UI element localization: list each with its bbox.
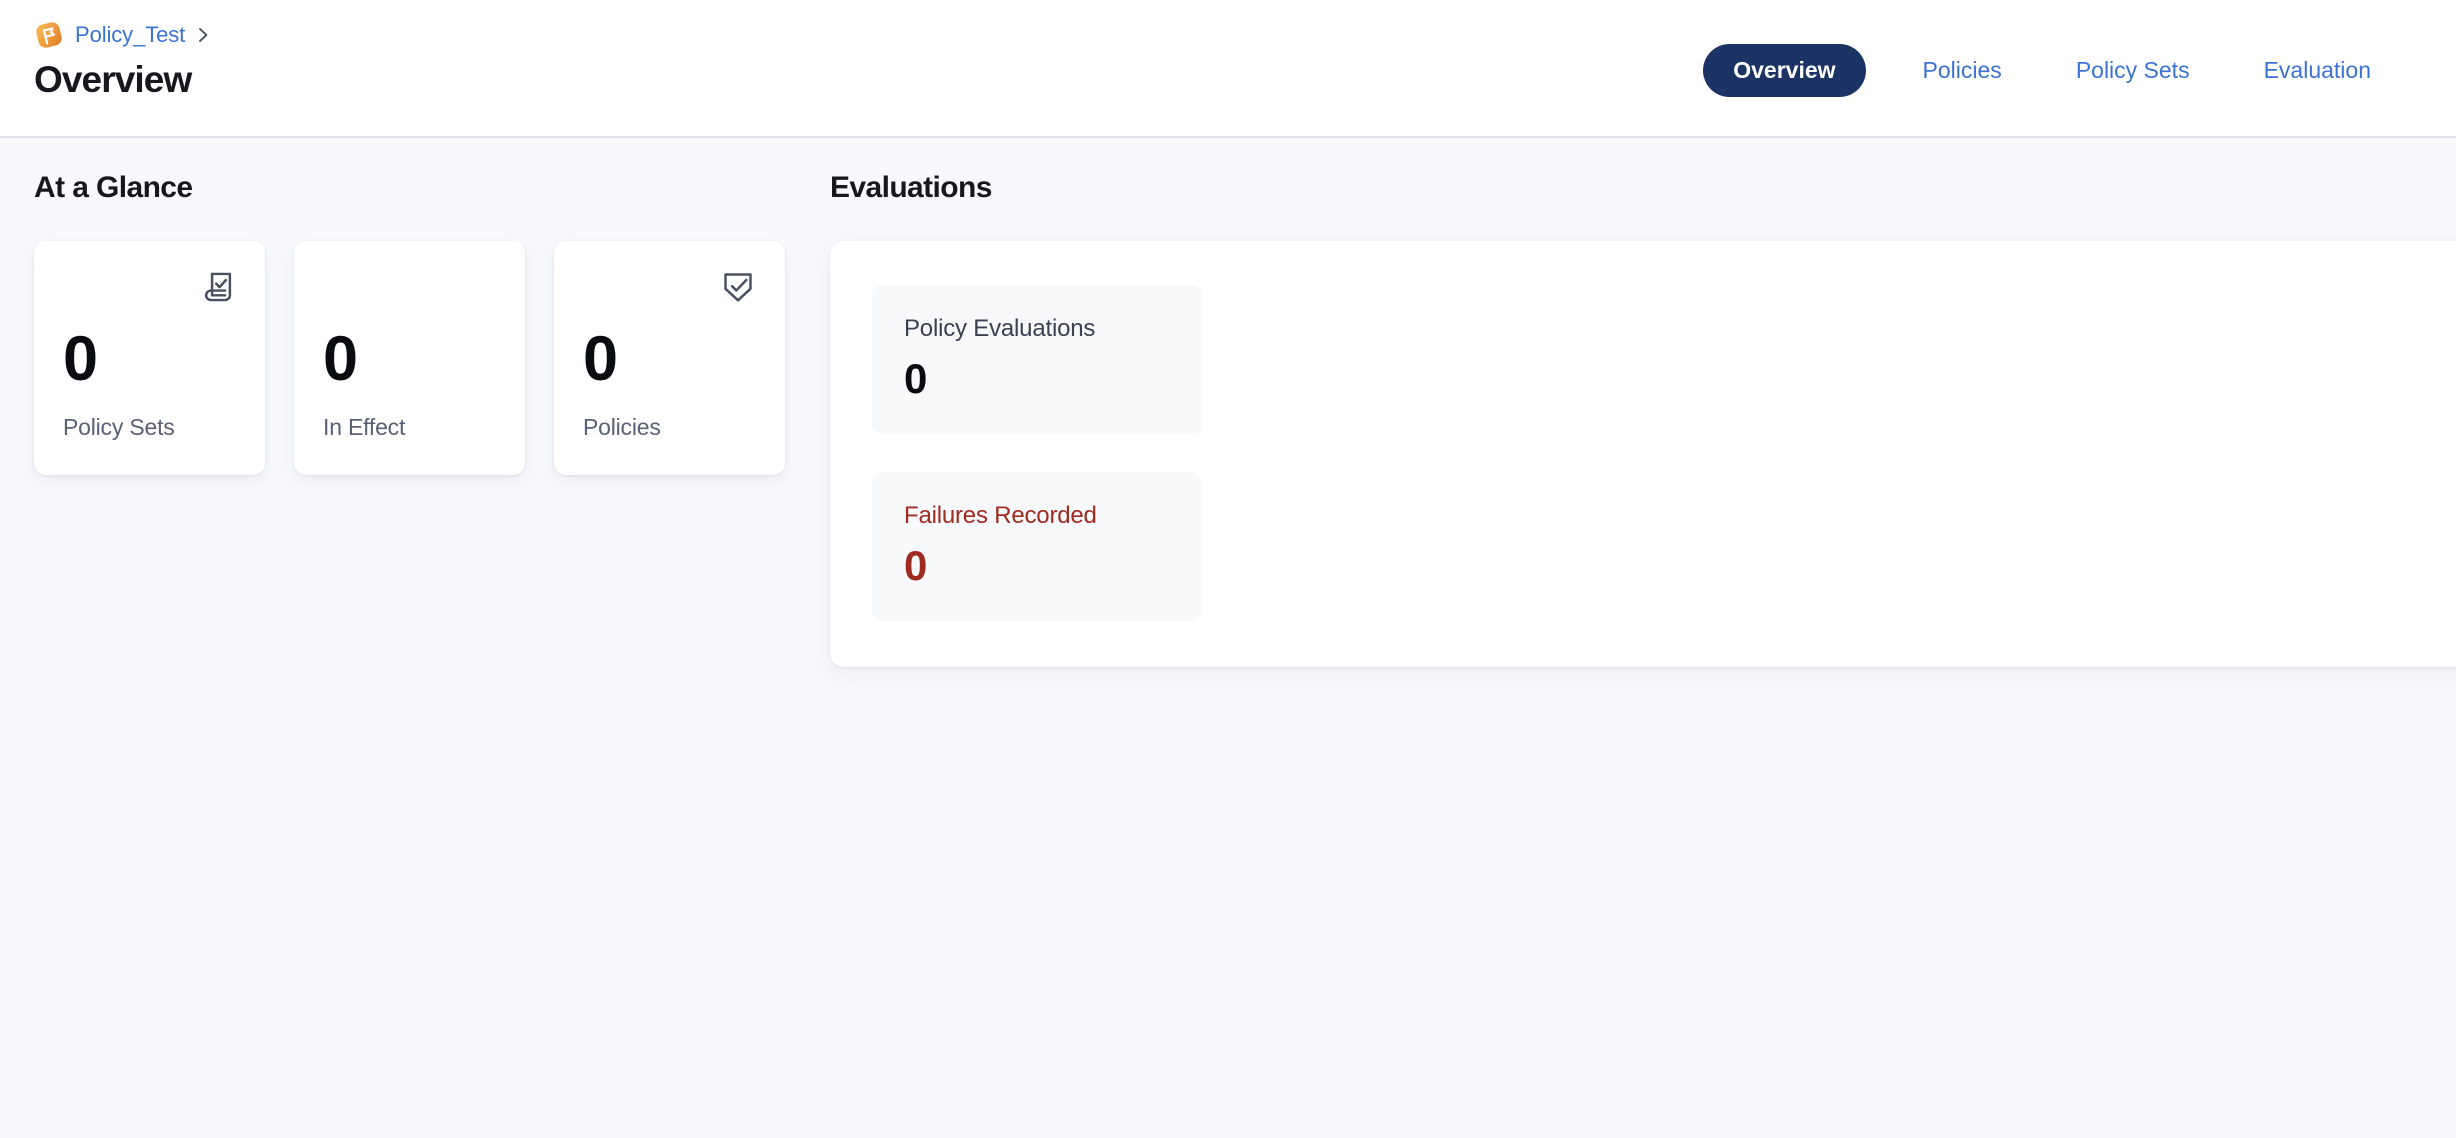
stat-value: 0 (323, 324, 358, 394)
evaluations-heading: Evaluations (830, 171, 992, 204)
evaluations-section: Evaluations Policy Evaluations 0 Failure… (830, 138, 2456, 667)
scroll-check-icon (199, 268, 237, 306)
breadcrumb-project-link[interactable]: Policy_Test (75, 22, 186, 47)
tab-evaluation[interactable]: Evaluation (2227, 59, 2408, 82)
eval-tile-value: 0 (904, 354, 927, 402)
stat-card-policies[interactable]: 0 Policies (554, 241, 785, 475)
stat-label: Policies (583, 414, 661, 440)
stat-label: In Effect (323, 414, 406, 440)
eval-tile-label: Policy Evaluations (904, 315, 1096, 342)
eval-tile-label: Failures Recorded (904, 501, 1097, 529)
policy-flag-logo-icon (34, 20, 64, 50)
at-a-glance-heading: At a Glance (34, 171, 193, 204)
stat-value: 0 (583, 324, 618, 394)
title-block: Policy_Test Overview (34, 20, 211, 102)
tab-policy-sets[interactable]: Policy Sets (2039, 59, 2227, 82)
evaluations-panel: Policy Evaluations 0 Failures Recorded 0 (830, 241, 2456, 667)
stat-card-in-effect[interactable]: 0 In Effect (294, 241, 525, 475)
stat-value: 0 (63, 324, 98, 394)
tab-overview[interactable]: Overview (1703, 44, 1866, 97)
eval-tile-value: 0 (904, 541, 927, 589)
chevron-right-icon (196, 26, 211, 44)
stat-label: Policy Sets (63, 414, 175, 440)
page-title: Overview (34, 59, 192, 100)
main-content: At a Glance 0 Policy Sets 0 In Effect (0, 138, 2456, 1138)
tab-policies[interactable]: Policies (1886, 59, 2039, 82)
app-header: Policy_Test Overview Overview Policies P… (0, 0, 2456, 138)
eval-tile-policy-evaluations[interactable]: Policy Evaluations 0 (872, 285, 1202, 434)
eval-tile-failures-recorded[interactable]: Failures Recorded 0 (872, 471, 1202, 621)
stat-card-policy-sets[interactable]: 0 Policy Sets (34, 241, 265, 475)
breadcrumb: Policy_Test (34, 20, 211, 50)
primary-nav: Overview Policies Policy Sets Evaluation (1703, 44, 2408, 97)
glance-card-row: 0 Policy Sets 0 In Effect 0 Policies (34, 241, 830, 475)
shield-check-icon (719, 268, 757, 306)
at-a-glance-section: At a Glance 0 Policy Sets 0 In Effect (0, 138, 830, 475)
